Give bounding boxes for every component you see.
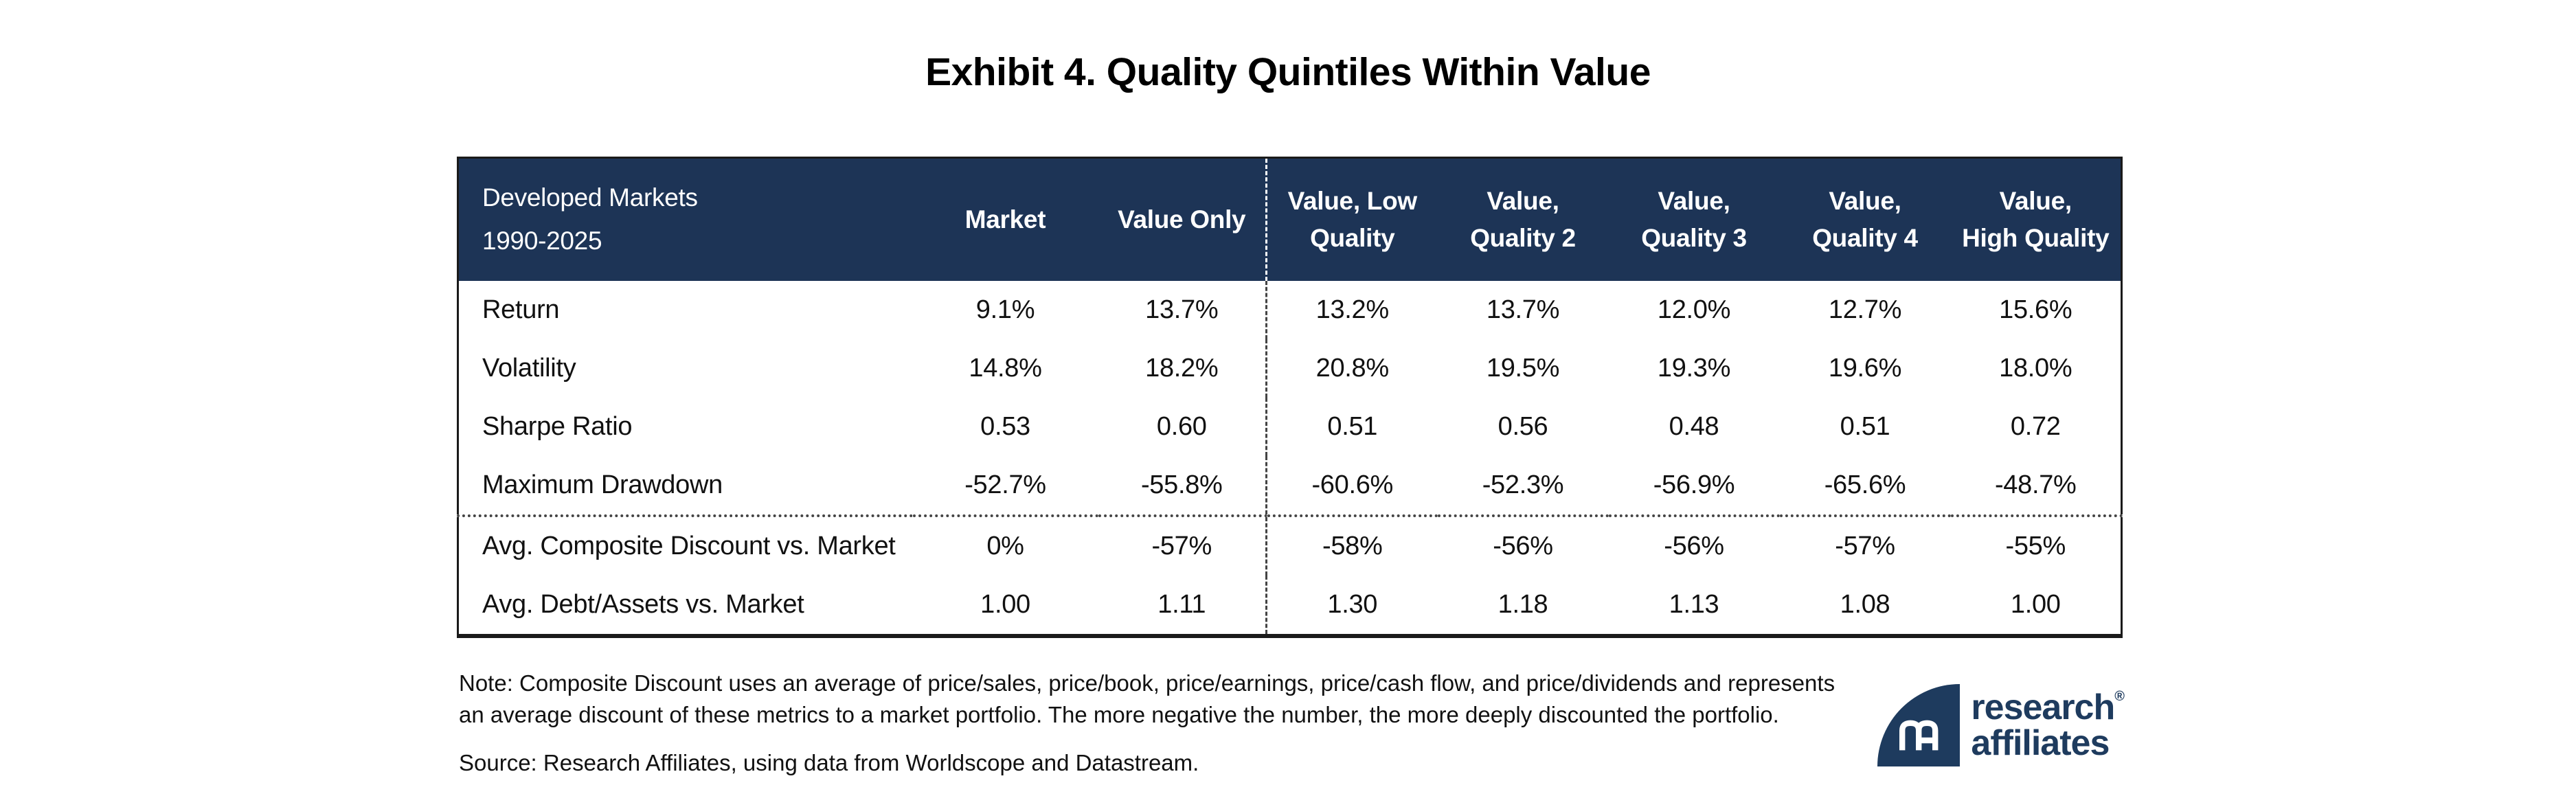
header-col-value-only: Value Only: [1098, 157, 1267, 281]
cell-value: 12.7%: [1828, 295, 1902, 324]
cell-value: 1.00: [2010, 590, 2061, 619]
cell-value: -57%: [1151, 532, 1212, 560]
cell-value: 9.1%: [975, 295, 1035, 324]
cell-value: -57%: [1835, 532, 1895, 560]
header-corner-label: Developed Markets 1990-2025: [457, 157, 913, 281]
logo-line1: research: [1971, 687, 2115, 727]
cell-value: 1.30: [1265, 576, 1438, 636]
cell-value: -55.8%: [1098, 456, 1267, 517]
row-label: Sharpe Ratio: [482, 412, 633, 441]
cell-value: 1.18: [1498, 590, 1548, 619]
header-col-value-quality-3: Value, Quality 3: [1608, 157, 1780, 281]
cell-value: -48.7%: [1950, 456, 2122, 517]
cell-value: 0.51: [1840, 412, 1890, 441]
cell-value: 13.2%: [1265, 281, 1438, 339]
source-text: Source: Research Affiliates, using data …: [459, 750, 1199, 775]
header-col-value-high-quality: Value, High Quality: [1950, 157, 2122, 281]
row-label: Avg. Debt/Assets vs. Market: [482, 590, 804, 619]
logo-wordmark: research® affiliates: [1971, 687, 2125, 763]
cell-value: -60.6%: [1265, 456, 1438, 517]
cell-value: -65.6%: [1779, 456, 1951, 517]
cell-value: 13.7%: [1145, 295, 1219, 324]
cell-value: -56.9%: [1608, 456, 1780, 517]
table-row-sharpe-ratio: Sharpe Ratio 0.53 0.60 0.51 0.56 0.48 0.…: [458, 398, 2122, 456]
cell-value: -56%: [1664, 532, 1724, 560]
cell-value: 1.08: [1840, 590, 1890, 619]
ra-monogram-icon: [1877, 684, 1961, 766]
table-row-avg-composite-discount: Avg. Composite Discount vs. Market 0% -5…: [458, 516, 2122, 576]
cell-value: -56%: [1493, 532, 1553, 560]
header-col-value-quality-2: Value, Quality 2: [1437, 157, 1609, 281]
cell-value: 15.6%: [1999, 295, 2072, 324]
table-row-avg-debt-assets: Avg. Debt/Assets vs. Market 1.00 1.11 1.…: [458, 576, 2122, 636]
row-label: Maximum Drawdown: [457, 456, 913, 517]
cell-value: 1.13: [1669, 590, 1719, 619]
cell-value: 19.3%: [1657, 354, 1731, 383]
table-row-volatility: Volatility 14.8% 18.2% 20.8% 19.5% 19.3%…: [458, 339, 2122, 398]
cell-value: 0%: [986, 532, 1024, 560]
registered-mark: ®: [2114, 689, 2125, 704]
header-col-market: Market: [912, 157, 1098, 281]
row-label: Volatility: [482, 354, 576, 383]
cell-value: 0.72: [2010, 412, 2061, 441]
cell-value: -55%: [2005, 532, 2066, 560]
cell-value: -52.3%: [1437, 456, 1609, 517]
cell-value: 0.53: [980, 412, 1030, 441]
cell-value: -52.7%: [912, 456, 1098, 517]
row-label: Return: [482, 295, 560, 324]
cell-value: 18.0%: [1999, 354, 2072, 383]
cell-value: 14.8%: [969, 354, 1042, 383]
cell-value: 0.51: [1265, 398, 1438, 456]
exhibit-title: Exhibit 4. Quality Quintiles Within Valu…: [925, 50, 1651, 94]
row-label: Avg. Composite Discount vs. Market: [482, 532, 896, 560]
table-header-row: Developed Markets 1990-2025 Market Value…: [457, 157, 2122, 281]
research-affiliates-logo: research® affiliates: [1877, 684, 2125, 766]
cell-value: 13.7%: [1486, 295, 1560, 324]
cell-value: 20.8%: [1265, 339, 1438, 398]
cell-value: -58%: [1265, 516, 1438, 576]
cell-value: 0.56: [1498, 412, 1548, 441]
cell-value: 19.5%: [1486, 354, 1560, 383]
cell-value: 0.48: [1669, 412, 1719, 441]
table-row-return: Return 9.1% 13.7% 13.2% 13.7% 12.0% 12.7…: [458, 281, 2122, 339]
header-col-value-low-quality: Value, Low Quality: [1265, 157, 1438, 281]
note-text: Note: Composite Discount uses an average…: [459, 670, 1835, 727]
table-row-maximum-drawdown: Maximum Drawdown -52.7% -55.8% -60.6% -5…: [457, 456, 2122, 517]
cell-value: 0.60: [1156, 412, 1207, 441]
cell-value: 19.6%: [1828, 354, 1902, 383]
cell-value: 1.00: [980, 590, 1030, 619]
cell-value: 18.2%: [1145, 354, 1219, 383]
quality-quintiles-table: Developed Markets 1990-2025 Market Value…: [457, 157, 2123, 638]
cell-value: 12.0%: [1657, 295, 1731, 324]
header-col-value-quality-4: Value, Quality 4: [1779, 157, 1951, 281]
cell-value: 1.11: [1157, 590, 1206, 619]
logo-line2: affiliates: [1971, 723, 2110, 763]
